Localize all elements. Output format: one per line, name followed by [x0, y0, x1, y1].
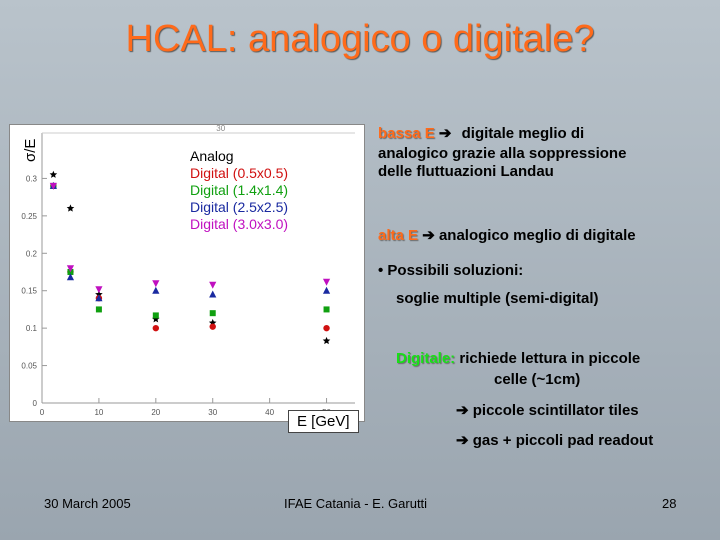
x-tick-label: 10 [94, 408, 103, 417]
bassa-e-label: bassa E [378, 125, 435, 142]
digitale-text: richiede lettura in piccole [459, 350, 641, 367]
data-point [323, 324, 330, 332]
data-point [322, 286, 331, 294]
legend-entry-digital-25: Digital (2.5x2.5) [190, 199, 289, 215]
arrow-right-icon: ➔ [456, 432, 469, 449]
y-tick-label: 0 [33, 399, 38, 408]
data-point [49, 182, 57, 190]
legend-entry-digital-05: Digital (0.5x0.5) [190, 165, 289, 181]
data-point [322, 278, 331, 286]
data-point [209, 310, 216, 317]
top-tick-label: 30 [216, 125, 225, 133]
item-gas-pad: ➔ gas + piccoli pad readout [456, 431, 653, 449]
possibili-title: • Possibili soluzioni: [378, 262, 524, 279]
plot-legend: Analog Digital (0.5x0.5) Digital (1.4x1.… [190, 148, 288, 233]
data-point [152, 286, 160, 294]
y-axis-label: σ/E [22, 138, 39, 162]
footer-date: 30 March 2005 [44, 496, 131, 511]
possibili-text: soglie multiple (semi-digital) [396, 290, 599, 307]
x-tick-label: 40 [265, 408, 274, 417]
arrow-right-icon: ➔ [422, 227, 435, 244]
bassa-e-line: bassa E ➔ digitale meglio di [378, 124, 584, 142]
legend-entry-digital-30: Digital (3.0x3.0) [190, 216, 289, 232]
data-point [152, 324, 160, 332]
x-tick-label: 30 [208, 408, 217, 417]
x-axis-label: E [GeV] [288, 410, 359, 433]
data-point [95, 306, 102, 313]
data-point [209, 290, 217, 298]
digitale-line2: celle (~1cm) [494, 371, 581, 388]
y-tick-label: 0.15 [21, 287, 37, 296]
data-point [322, 336, 331, 345]
y-tick-label: 0.25 [21, 212, 37, 221]
slide-title: HCAL: analogico o digitale? [125, 18, 595, 60]
plot-panel: 0102030405000.050.10.150.20.250.330 [9, 124, 365, 422]
data-point [152, 315, 160, 323]
alta-e-line: alta E ➔ analogico meglio di digitale [378, 226, 636, 244]
arrow-right-icon: ➔ [438, 125, 452, 142]
y-tick-label: 0.3 [26, 174, 38, 183]
y-tick-label: 0.2 [26, 249, 38, 258]
page-number: 28 [662, 496, 677, 511]
data-point [49, 170, 58, 178]
data-point [95, 286, 103, 294]
y-tick-label: 0.1 [26, 324, 38, 333]
bassa-e-text: digitale meglio di [461, 125, 585, 142]
item-scintillator-text: piccole scintillator tiles [472, 402, 639, 419]
y-tick-label: 0.05 [21, 362, 37, 371]
data-point [66, 265, 75, 273]
data-point [95, 294, 103, 302]
arrow-right-icon: ➔ [456, 402, 469, 419]
data-point [209, 281, 217, 289]
x-tick-label: 0 [40, 408, 45, 417]
alta-e-text: analogico meglio di digitale [438, 227, 636, 244]
item-gas-pad-text: gas + piccoli pad readout [472, 432, 654, 449]
data-point [66, 204, 75, 212]
footer-author: IFAE Catania - E. Garutti [284, 496, 428, 511]
data-point [209, 323, 216, 330]
data-point [152, 280, 160, 288]
x-tick-label: 20 [151, 408, 160, 417]
legend-entry-analog: Analog [190, 148, 234, 164]
legend-entry-digital-14: Digital (1.4x1.4) [190, 182, 289, 198]
data-point [323, 306, 330, 313]
alta-e-label: alta E [378, 227, 419, 244]
digitale-line: Digitale: richiede lettura in piccole [396, 350, 640, 367]
item-scintillator: ➔ piccole scintillator tiles [456, 401, 639, 419]
bassa-e-line3: delle fluttuazioni Landau [378, 163, 554, 180]
data-point [152, 312, 159, 319]
data-point [66, 273, 75, 281]
digitale-label: Digitale: [396, 350, 456, 367]
scatter-plot: 0102030405000.050.10.150.20.250.330 [21, 125, 355, 417]
bassa-e-line2: analogico grazie alla soppressione [378, 145, 627, 162]
